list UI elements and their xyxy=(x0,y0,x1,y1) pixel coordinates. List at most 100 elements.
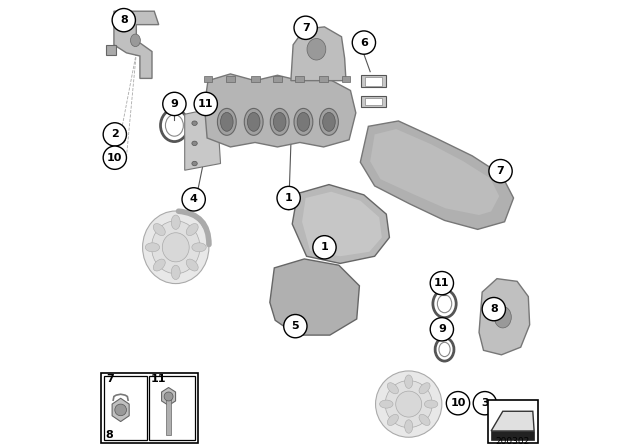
Ellipse shape xyxy=(218,108,236,135)
Bar xyxy=(361,75,386,87)
Ellipse shape xyxy=(154,224,165,236)
Ellipse shape xyxy=(424,400,438,408)
Bar xyxy=(365,77,382,86)
Text: 10: 10 xyxy=(107,153,122,163)
Text: 2: 2 xyxy=(111,129,118,139)
Ellipse shape xyxy=(376,371,442,437)
Ellipse shape xyxy=(172,215,180,229)
Ellipse shape xyxy=(192,161,197,166)
Ellipse shape xyxy=(494,306,511,328)
Bar xyxy=(101,373,198,443)
Ellipse shape xyxy=(244,108,263,135)
Circle shape xyxy=(284,314,307,338)
Bar xyxy=(491,431,534,440)
Bar xyxy=(319,76,328,82)
Text: 200302: 200302 xyxy=(495,437,530,446)
Circle shape xyxy=(163,92,186,116)
Ellipse shape xyxy=(110,157,125,166)
Text: 9: 9 xyxy=(170,99,179,109)
Bar xyxy=(204,76,212,82)
Text: 3: 3 xyxy=(481,398,489,408)
Polygon shape xyxy=(161,388,175,405)
Text: 6: 6 xyxy=(360,38,368,47)
Bar xyxy=(104,376,147,440)
Ellipse shape xyxy=(307,39,326,60)
Bar xyxy=(273,76,282,82)
Ellipse shape xyxy=(454,401,461,405)
Bar xyxy=(296,76,305,82)
Polygon shape xyxy=(185,108,221,170)
Text: 8: 8 xyxy=(106,430,114,440)
Ellipse shape xyxy=(385,381,432,427)
Bar xyxy=(226,76,235,82)
Polygon shape xyxy=(292,185,389,263)
Ellipse shape xyxy=(380,400,393,408)
Circle shape xyxy=(294,16,317,39)
Ellipse shape xyxy=(114,159,121,164)
Polygon shape xyxy=(114,11,159,78)
Circle shape xyxy=(430,318,454,341)
Ellipse shape xyxy=(297,112,310,131)
Circle shape xyxy=(446,392,470,415)
Text: 11: 11 xyxy=(198,99,214,109)
Circle shape xyxy=(112,9,136,32)
Text: 8: 8 xyxy=(120,15,127,25)
Text: 7: 7 xyxy=(497,166,504,176)
Circle shape xyxy=(430,271,454,295)
Text: 9: 9 xyxy=(438,324,446,334)
Text: 11: 11 xyxy=(434,278,450,288)
Circle shape xyxy=(482,297,506,321)
Ellipse shape xyxy=(186,224,198,236)
Ellipse shape xyxy=(192,141,197,146)
Ellipse shape xyxy=(396,391,422,417)
Bar xyxy=(149,376,195,440)
Polygon shape xyxy=(479,279,530,355)
Ellipse shape xyxy=(451,399,465,407)
Ellipse shape xyxy=(404,420,413,433)
Text: 7: 7 xyxy=(302,23,310,33)
Circle shape xyxy=(489,159,512,183)
Ellipse shape xyxy=(387,383,399,394)
Circle shape xyxy=(103,123,127,146)
Polygon shape xyxy=(204,74,356,147)
Bar xyxy=(166,398,171,435)
Ellipse shape xyxy=(145,243,159,252)
Ellipse shape xyxy=(270,108,289,135)
Polygon shape xyxy=(302,192,382,256)
Ellipse shape xyxy=(143,211,209,284)
Circle shape xyxy=(194,92,218,116)
Text: 7: 7 xyxy=(106,374,114,383)
Bar xyxy=(365,98,382,105)
Text: 1: 1 xyxy=(321,242,328,252)
Ellipse shape xyxy=(154,259,165,271)
Circle shape xyxy=(115,404,127,416)
Circle shape xyxy=(182,188,205,211)
Ellipse shape xyxy=(294,108,313,135)
Ellipse shape xyxy=(273,112,286,131)
Circle shape xyxy=(313,236,336,259)
Ellipse shape xyxy=(419,414,430,426)
Circle shape xyxy=(164,392,173,401)
Polygon shape xyxy=(291,27,346,81)
Ellipse shape xyxy=(152,221,200,274)
Bar xyxy=(106,45,116,55)
Ellipse shape xyxy=(319,108,339,135)
Ellipse shape xyxy=(172,265,180,280)
Bar xyxy=(361,96,386,107)
Ellipse shape xyxy=(110,135,125,144)
Text: 8: 8 xyxy=(490,304,498,314)
Bar xyxy=(342,76,351,82)
Circle shape xyxy=(352,31,376,54)
Ellipse shape xyxy=(419,383,430,394)
Ellipse shape xyxy=(192,243,206,252)
Ellipse shape xyxy=(323,112,335,131)
Circle shape xyxy=(473,392,497,415)
Bar xyxy=(251,76,260,82)
Ellipse shape xyxy=(404,375,413,388)
Polygon shape xyxy=(491,411,534,431)
Ellipse shape xyxy=(248,112,260,131)
Polygon shape xyxy=(270,259,360,335)
Ellipse shape xyxy=(186,259,198,271)
Text: 1: 1 xyxy=(285,193,292,203)
Ellipse shape xyxy=(114,138,121,142)
